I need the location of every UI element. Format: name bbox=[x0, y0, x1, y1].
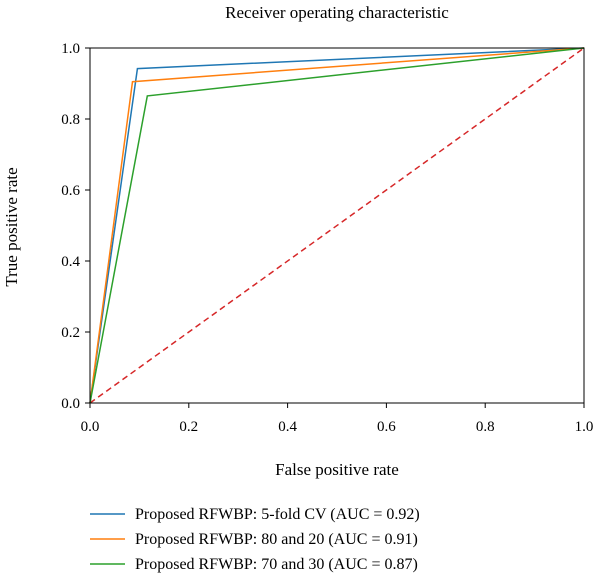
x-tick-label: 0.8 bbox=[476, 419, 495, 435]
y-tick-label: 1.0 bbox=[61, 41, 80, 57]
x-tick-label: 0.0 bbox=[81, 419, 100, 435]
x-tick-label: 0.4 bbox=[278, 419, 297, 435]
axes-frame bbox=[89, 47, 585, 404]
x-axis-label: False positive rate bbox=[275, 460, 399, 479]
y-tick-label: 0.6 bbox=[61, 183, 80, 199]
legend: Proposed RFWBP: 5-fold CV (AUC = 0.92) Pr… bbox=[90, 506, 420, 573]
y-tick-label: 0.8 bbox=[61, 112, 80, 128]
reference-diagonal-line bbox=[89, 47, 585, 404]
series-line-2 bbox=[89, 47, 585, 404]
y-tick-label: 0.2 bbox=[61, 325, 80, 341]
legend-label-2: Proposed RFWBP: 80 and 20 (AUC = 0.91) bbox=[135, 531, 418, 548]
series-line-3 bbox=[89, 47, 585, 404]
legend-label-3: Proposed RFWBP: 70 and 30 (AUC = 0.87) bbox=[135, 556, 418, 573]
x-tick-label: 0.2 bbox=[179, 419, 198, 435]
series-line-1 bbox=[89, 47, 585, 404]
y-tick-label: 0.0 bbox=[61, 396, 80, 412]
x-tick-label: 1.0 bbox=[575, 419, 594, 435]
y-axis-label: True positive rate bbox=[2, 167, 21, 286]
chart-title: Receiver operating characteristic bbox=[225, 3, 449, 22]
plot-area: 0.0 0.2 0.4 0.6 0.8 1.0 0.0 0.2 0.4 0.6 0.8 1.0 bbox=[61, 41, 593, 435]
legend-label-1: Proposed RFWBP: 5-fold CV (AUC = 0.92) bbox=[135, 506, 420, 523]
x-tick-label: 0.6 bbox=[377, 419, 396, 435]
y-tick-label: 0.4 bbox=[61, 254, 80, 270]
